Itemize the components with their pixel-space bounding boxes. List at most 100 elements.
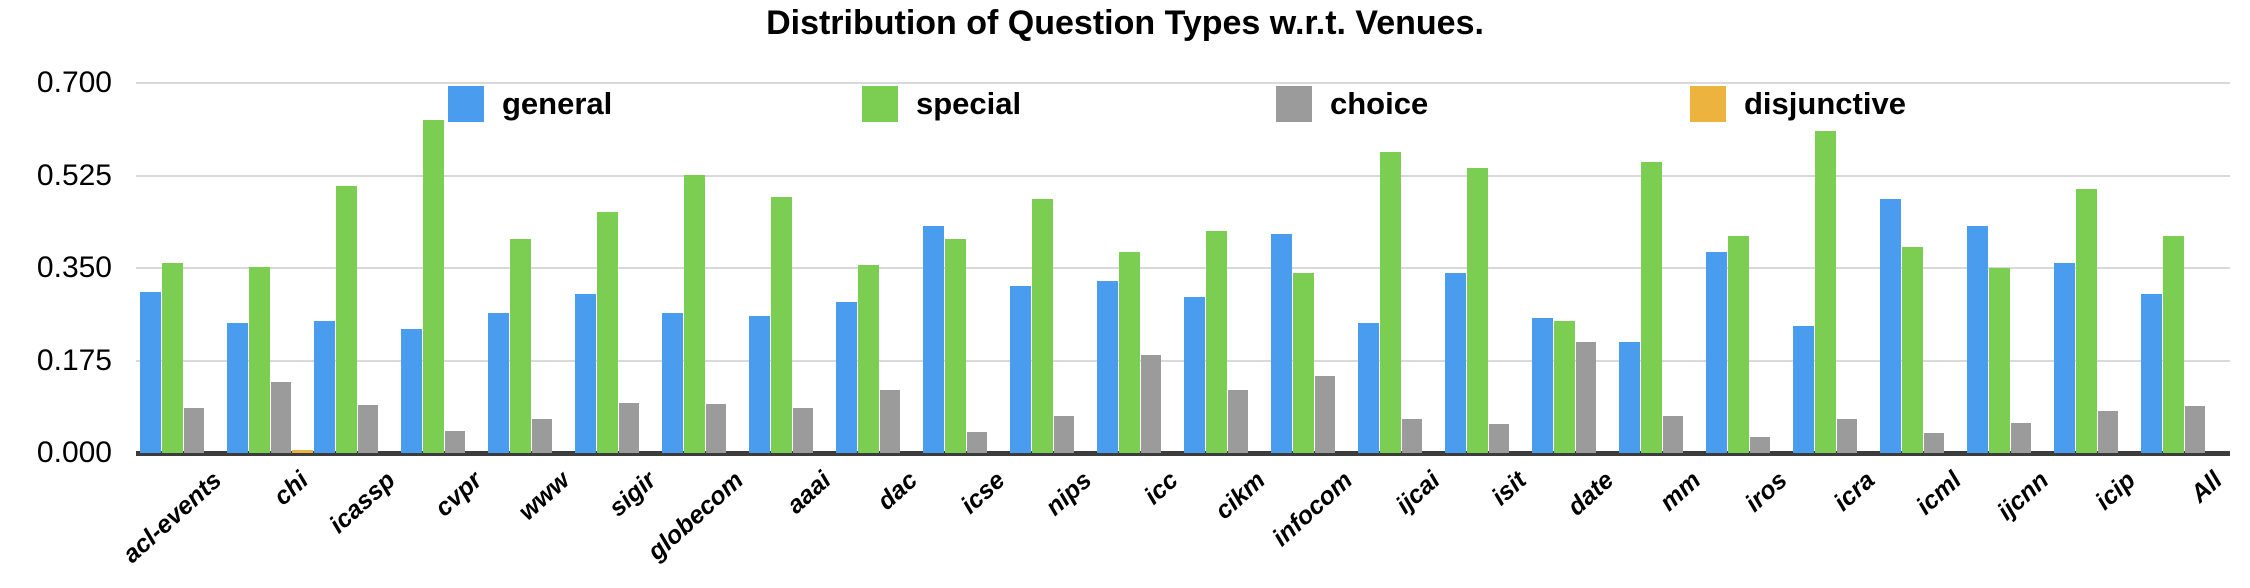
bar-special-iros (1727, 236, 1749, 453)
bar-special-icml (1901, 247, 1923, 453)
bar-general-cvpr (401, 329, 422, 453)
x-tick-label-dac: dac (872, 466, 923, 516)
bar-general-All (2141, 294, 2162, 453)
bar-choice-aaai (792, 408, 814, 453)
bar-special-nips (1031, 199, 1053, 453)
bar-special-isit (1466, 168, 1488, 453)
bar-special-chi (248, 267, 270, 453)
bar-general-ijcnn (1967, 226, 1988, 453)
x-tick-label-icassp: icassp (324, 466, 401, 539)
bar-general-icc (1097, 281, 1118, 453)
bar-special-infocom (1292, 273, 1314, 453)
bar-special-All (2162, 236, 2184, 453)
y-tick-label-0.000: 0.000 (36, 436, 112, 469)
bar-general-cikm (1184, 297, 1205, 453)
bar-special-cvpr (422, 120, 444, 453)
bar-choice-icse (966, 432, 988, 453)
y-tick-label-0.525: 0.525 (36, 158, 112, 192)
bar-disjunctive-chi (292, 450, 313, 453)
x-tick-label-infocom: infocom (1267, 466, 1358, 552)
bar-special-cikm (1205, 231, 1227, 453)
bar-special-dac (857, 265, 879, 453)
bar-general-icip (2054, 263, 2075, 453)
bar-general-infocom (1271, 234, 1292, 453)
y-tick-label-0.175: 0.175 (36, 343, 112, 377)
x-tick-label-ijcai: ijcai (1390, 466, 1445, 520)
bar-special-acl-events (161, 263, 183, 453)
x-tick-label-globecom: globecom (642, 466, 749, 566)
x-tick-label-icra: icra (1828, 466, 1880, 517)
legend-label-general: general (502, 86, 613, 121)
legend-entry-choice: choice (1276, 86, 1428, 122)
y-tick-label-0.350: 0.350 (36, 251, 112, 284)
legend-entry-disjunctive: disjunctive (1690, 86, 1906, 122)
gridline (136, 82, 2230, 84)
legend-swatch-choice (1276, 86, 1312, 122)
bar-special-ijcai (1379, 152, 1401, 453)
bar-general-sigir (575, 294, 596, 453)
bar-special-sigir (596, 212, 618, 453)
bar-general-icml (1880, 199, 1901, 453)
x-tick-label-acl-events: acl-events (117, 466, 227, 569)
bar-special-icse (944, 239, 966, 453)
bar-special-globecom (683, 175, 705, 453)
legend-swatch-disjunctive (1690, 86, 1726, 122)
bar-choice-iros (1749, 437, 1771, 453)
bar-choice-cikm (1227, 390, 1249, 453)
bar-choice-icml (1923, 433, 1945, 453)
bar-general-www (488, 313, 509, 453)
x-tick-label-iros: iros (1740, 466, 1793, 518)
bar-general-dac (836, 302, 857, 453)
legend-label-choice: choice (1330, 86, 1429, 121)
legend-entry-general: general (448, 86, 612, 122)
legend-label-disjunctive: disjunctive (1744, 86, 1906, 121)
bar-choice-cvpr (444, 431, 466, 453)
bar-choice-icip (2097, 411, 2119, 453)
bar-choice-ijcai (1401, 419, 1423, 453)
bar-general-ijcai (1358, 323, 1379, 453)
bar-special-www (509, 239, 531, 453)
x-tick-label-ijcnn: ijcnn (1991, 466, 2054, 526)
bar-general-acl-events (140, 292, 161, 453)
y-tick-label-0.700: 0.700 (36, 66, 112, 99)
bar-special-icc (1118, 252, 1140, 453)
bar-special-icassp (335, 186, 357, 453)
bar-general-icra (1793, 326, 1814, 453)
x-tick-label-chi: chi (268, 466, 314, 511)
bar-general-iros (1706, 252, 1727, 453)
x-tick-label-www: www (512, 466, 575, 526)
x-tick-label-mm: mm (1654, 466, 1706, 517)
x-tick-label-date: date (1562, 466, 1619, 522)
x-tick-label-icse: icse (955, 466, 1010, 520)
legend-swatch-general (448, 86, 484, 122)
legend-label-special: special (916, 86, 1022, 121)
legend-swatch-special (862, 86, 898, 122)
bar-special-aaai (770, 197, 792, 453)
x-tick-label-nips: nips (1040, 466, 1097, 522)
x-tick-label-isit: isit (1486, 466, 1532, 511)
bar-general-globecom (662, 313, 683, 453)
bar-choice-infocom (1314, 376, 1336, 453)
bar-general-date (1532, 318, 1553, 453)
bar-choice-mm (1662, 416, 1684, 453)
bar-choice-All (2184, 406, 2206, 453)
bar-choice-dac (879, 390, 901, 453)
bar-special-icip (2075, 189, 2097, 453)
bar-choice-date (1575, 342, 1597, 453)
bar-general-icse (923, 226, 944, 453)
x-tick-label-icml: icml (1911, 466, 1967, 521)
x-tick-label-cikm: cikm (1209, 466, 1271, 525)
gridline (136, 174, 2230, 177)
bar-choice-www (531, 419, 553, 453)
x-tick-label-cvpr: cvpr (430, 466, 488, 523)
gridline (136, 359, 2230, 362)
bar-general-aaai (749, 316, 770, 453)
bar-choice-icassp (357, 405, 379, 453)
x-tick-label-icc: icc (1139, 466, 1184, 511)
bar-special-date (1553, 321, 1575, 453)
bar-general-nips (1010, 286, 1031, 453)
bar-special-ijcnn (1988, 268, 2010, 453)
bar-choice-acl-events (183, 408, 205, 453)
x-axis-baseline (136, 451, 2230, 456)
